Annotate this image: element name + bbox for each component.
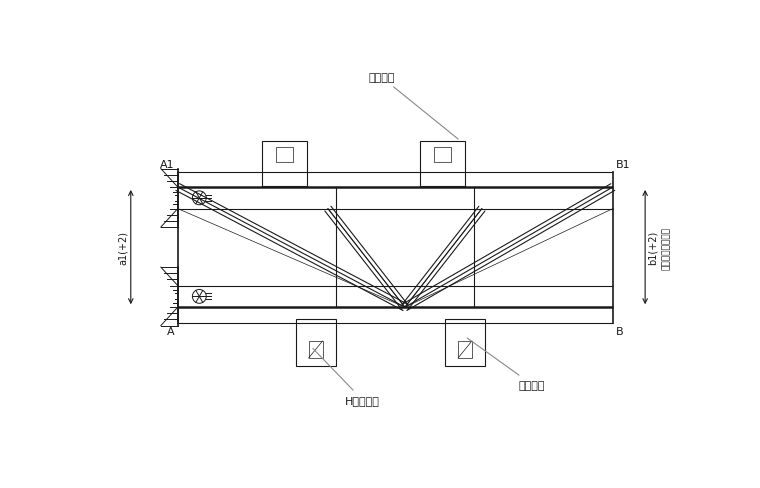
Bar <box>277 148 293 163</box>
Text: 固定檔子: 固定檔子 <box>467 338 546 390</box>
Bar <box>262 142 307 186</box>
Bar <box>296 320 336 366</box>
Text: 固定挡块: 固定挡块 <box>369 73 458 140</box>
Text: 保证钐简中心距离: 保证钐简中心距离 <box>662 226 671 269</box>
Text: b1(+2): b1(+2) <box>648 230 658 264</box>
Bar <box>445 320 485 366</box>
Text: a1(+2): a1(+2) <box>118 231 128 264</box>
Text: B: B <box>616 327 623 337</box>
Bar <box>458 341 472 358</box>
Text: A: A <box>167 327 175 337</box>
Bar <box>420 142 465 186</box>
Bar <box>434 148 451 163</box>
Text: B1: B1 <box>616 159 631 169</box>
Text: A1: A1 <box>160 159 175 169</box>
Bar <box>309 341 322 358</box>
Text: H型钐埫件: H型钐埫件 <box>313 349 380 405</box>
